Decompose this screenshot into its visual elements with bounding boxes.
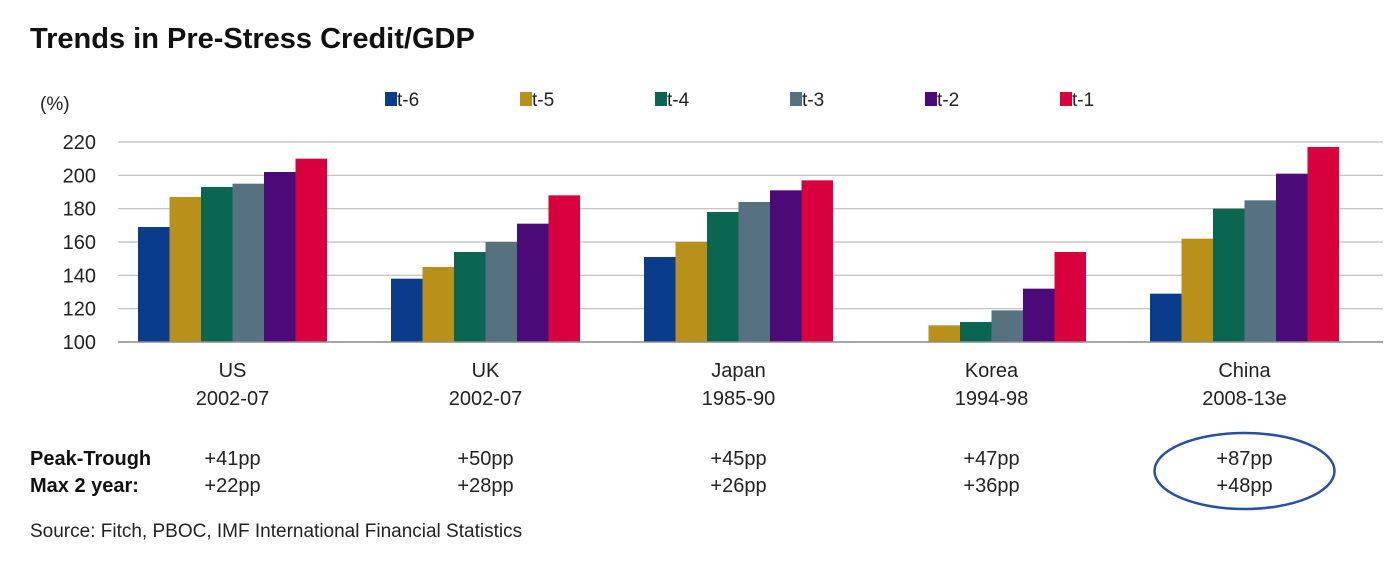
stat-value: +26pp [710, 475, 766, 497]
y-axis-unit-label: (%) [40, 94, 70, 115]
legend-swatch-t-6 [385, 92, 397, 106]
x-category-label: UK [472, 360, 500, 382]
bar-t-3-2 [738, 202, 770, 342]
stat-value: +36pp [963, 475, 1019, 497]
y-tick-label: 140 [63, 265, 96, 287]
bar-t-6-4 [1150, 293, 1182, 342]
bar-t-1-4 [1307, 147, 1339, 342]
legend-swatch-t-3 [790, 92, 802, 106]
y-axis: 100 120 140 160 180 200 220 [63, 132, 96, 354]
stat-value: +87pp [1216, 448, 1272, 470]
stat-value: +22pp [204, 475, 260, 497]
stat-value: +41pp [204, 448, 260, 470]
bar-t-4-2 [707, 212, 739, 342]
legend-label-t-4: t-4 [667, 90, 690, 111]
bars [138, 147, 1339, 342]
bar-t-3-0 [232, 183, 264, 342]
legend-label-t-2: t-2 [937, 90, 959, 111]
bar-t-2-1 [517, 223, 549, 342]
bar-t-6-0 [138, 227, 170, 342]
legend-swatch-t-5 [520, 92, 532, 106]
source-note: Source: Fitch, PBOC, IMF International F… [30, 521, 522, 542]
bar-t-5-3 [928, 325, 960, 342]
legend-label-t-6: t-6 [397, 90, 419, 111]
stat-row-label: Max 2 year: [30, 475, 139, 497]
chart-title: Trends in Pre-Stress Credit/GDP [30, 23, 475, 55]
x-category-period: 2002-07 [449, 388, 522, 410]
bar-t-5-1 [422, 267, 454, 342]
legend-label-t-1: t-1 [1072, 90, 1094, 111]
bar-t-4-3 [960, 322, 992, 342]
bar-t-2-4 [1276, 173, 1308, 342]
y-tick-label: 200 [63, 165, 96, 187]
y-tick-label: 180 [63, 199, 96, 221]
bar-t-1-3 [1054, 252, 1086, 342]
x-category-period: 2002-07 [196, 388, 269, 410]
bar-t-3-3 [991, 310, 1023, 342]
stat-value: +45pp [710, 448, 766, 470]
bar-t-2-0 [264, 172, 296, 342]
stat-value: +48pp [1216, 475, 1272, 497]
y-tick-label: 220 [63, 132, 96, 154]
bar-t-3-1 [485, 242, 517, 342]
legend-label-t-3: t-3 [802, 90, 824, 111]
legend-label-t-5: t-5 [532, 90, 554, 111]
bar-t-5-0 [169, 197, 201, 342]
bar-t-6-1 [391, 278, 423, 342]
highlight-ellipse [1153, 431, 1336, 511]
bar-t-4-4 [1213, 208, 1245, 342]
stat-value: +28pp [457, 475, 513, 497]
stat-row-label: Peak-Trough [30, 448, 151, 470]
x-category-label: Japan [711, 360, 766, 382]
y-tick-label: 120 [63, 299, 96, 321]
legend-swatch-t-1 [1060, 92, 1072, 106]
bar-t-5-2 [675, 242, 707, 342]
stat-value: +50pp [457, 448, 513, 470]
stats-table: Peak-Trough Max 2 year: +41pp +50pp +45pp +47… [30, 431, 1336, 511]
x-category-period: 1994-98 [955, 388, 1028, 410]
bar-t-4-1 [454, 252, 486, 342]
bar-t-5-4 [1181, 238, 1213, 342]
bar-t-1-2 [801, 180, 833, 342]
legend: t-6 t-5 t-4 t-3 t-2 t-1 [385, 90, 1094, 111]
x-category-period: 1985-90 [702, 388, 775, 410]
x-category-label: China [1218, 360, 1271, 382]
bar-t-2-3 [1023, 288, 1055, 342]
y-tick-label: 160 [63, 232, 96, 254]
bar-t-4-0 [201, 187, 233, 342]
legend-swatch-t-2 [925, 92, 937, 106]
x-category-period: 2008-13e [1202, 388, 1287, 410]
x-axis: US 2002-07 UK 2002-07 Japan 1985-90 Korea 1994-… [118, 341, 1383, 410]
y-tick-label: 100 [63, 332, 96, 354]
x-category-label: Korea [965, 360, 1019, 382]
bar-t-2-2 [770, 190, 802, 342]
bar-t-1-0 [295, 158, 327, 342]
bar-t-6-2 [644, 257, 676, 342]
legend-swatch-t-4 [655, 92, 667, 106]
bar-t-1-1 [548, 195, 580, 342]
bar-t-3-4 [1244, 200, 1276, 342]
x-category-label: US [219, 360, 247, 382]
stat-value: +47pp [963, 448, 1019, 470]
